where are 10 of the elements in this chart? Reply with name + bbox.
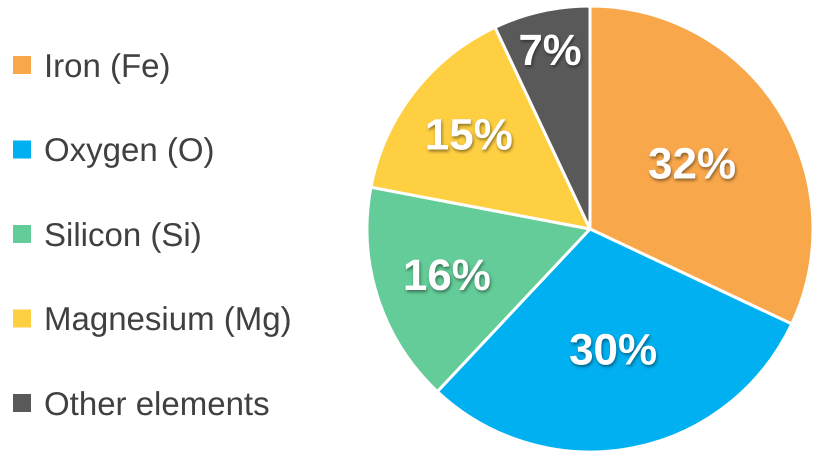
legend-label: Magnesium (Mg) xyxy=(44,300,292,337)
legend-label: Other elements xyxy=(44,385,270,422)
legend-label: Silicon (Si) xyxy=(44,216,202,253)
legend-label: Iron (Fe) xyxy=(44,47,171,84)
data-label: 32% xyxy=(648,140,736,189)
legend-label: Oxygen (O) xyxy=(44,131,215,168)
data-label: 7% xyxy=(518,26,582,75)
data-label: 15% xyxy=(424,110,513,160)
data-label: 30% xyxy=(569,326,658,375)
data-label: 16% xyxy=(402,251,491,300)
